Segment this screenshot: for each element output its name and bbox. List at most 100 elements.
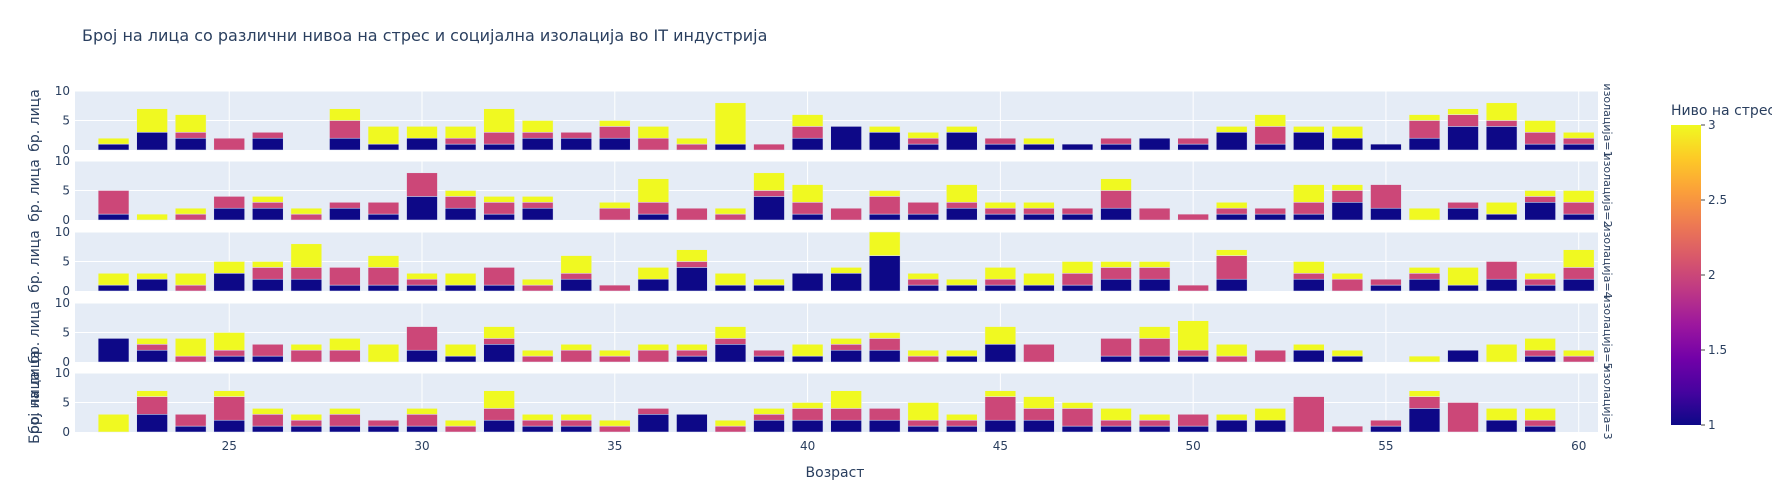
bar-segment	[1061, 284, 1094, 292]
bar-segment	[791, 408, 824, 421]
bar-segment	[1485, 102, 1518, 121]
bar-segment	[1485, 126, 1518, 151]
bar-segment	[830, 349, 862, 363]
y-axis-title: бр. лица	[27, 301, 43, 364]
bar-segment	[984, 396, 1017, 421]
bar-segment	[444, 207, 477, 221]
bar-segment	[522, 202, 554, 209]
bar-segment	[1138, 267, 1171, 280]
bar-segment	[444, 190, 477, 197]
bar-segment	[406, 126, 438, 139]
bar-segment	[1485, 344, 1518, 363]
bar-segment	[1138, 355, 1171, 363]
bar-segment	[984, 344, 1017, 363]
bar-segment	[791, 184, 824, 203]
bar-segment	[444, 196, 477, 209]
colorbar-title: Ниво на стрес	[1671, 103, 1772, 119]
facet-panel: 0 5 10 бр. лица изолација=3	[27, 365, 1614, 439]
y-tick-label: 5	[62, 326, 70, 340]
bar-segment	[1061, 273, 1094, 286]
y-tick-label: 0	[62, 355, 70, 369]
bar-segment	[1216, 213, 1248, 221]
y-tick-label: 10	[55, 84, 70, 98]
bar-segment	[830, 344, 862, 351]
bar-segment	[174, 355, 207, 363]
bar-segment	[1216, 344, 1248, 357]
y-axis-title: бр. лица	[27, 230, 43, 293]
bar-segment	[1370, 419, 1402, 427]
bar-segment	[1023, 419, 1055, 433]
bar-segment	[753, 408, 785, 415]
bar-segment	[290, 419, 323, 427]
bar-segment	[483, 419, 515, 433]
bar-segment	[1023, 202, 1055, 209]
bar-segment	[984, 326, 1017, 345]
bar-segment	[599, 202, 631, 209]
bar-segment	[869, 126, 901, 133]
bar-segment	[290, 207, 323, 215]
colorbar: Ниво на стрес 1 1.5 2 2.5 3	[1671, 103, 1772, 432]
bar-segment	[1331, 184, 1364, 191]
bar-segment	[830, 207, 862, 221]
bar-segment	[637, 278, 670, 292]
bar-segment	[367, 213, 400, 221]
bar-segment	[830, 273, 862, 292]
bar-segment	[136, 349, 168, 363]
bar-segment	[1563, 213, 1595, 221]
bar-segment	[213, 273, 245, 292]
bar-segment	[907, 402, 939, 421]
bar-segment	[406, 414, 438, 427]
bar-segment	[753, 349, 785, 357]
colorbar-gradient	[1671, 125, 1701, 425]
bar-segment	[1524, 190, 1556, 197]
bar-segment	[1100, 355, 1132, 363]
bar-segment	[290, 267, 323, 280]
bar-segment	[1408, 137, 1441, 151]
y-tick-label: 5	[62, 396, 70, 410]
bar-segment	[1100, 143, 1132, 151]
bar-segment	[1447, 207, 1479, 221]
bar-segment	[753, 419, 785, 433]
bar-segment	[1254, 408, 1286, 421]
bar-segment	[753, 278, 785, 286]
bar-segment	[869, 332, 901, 339]
facet-panel: 0 5 10 бр. лица изолација=5	[27, 295, 1614, 369]
bar-segment	[1408, 120, 1441, 139]
bar-segment	[213, 396, 245, 421]
bar-segment	[174, 137, 207, 151]
bar-segment	[483, 390, 515, 409]
bar-segment	[1331, 190, 1364, 203]
bar-segment	[329, 425, 361, 433]
bar-segment	[1216, 414, 1248, 421]
bar-segment	[676, 261, 708, 268]
bar-segment	[946, 202, 978, 209]
bar-segment	[329, 108, 361, 121]
bar-segment	[1524, 284, 1556, 292]
x-tick-label: 60	[1571, 439, 1586, 453]
bar-segment	[1177, 425, 1209, 433]
bar-segment	[522, 120, 554, 133]
bar-segment	[984, 284, 1017, 292]
bar-segment	[1023, 137, 1055, 145]
bar-segment	[174, 425, 207, 433]
bar-segment	[136, 338, 168, 345]
bar-segment	[252, 425, 284, 433]
bar-segment	[483, 196, 515, 203]
bar-segment	[753, 284, 785, 292]
colorbar-tick-label: 2.5	[1708, 193, 1727, 207]
y-axis-title: бр. лица	[27, 89, 43, 152]
bar-segment	[1138, 278, 1171, 292]
bar-segment	[946, 349, 978, 357]
bar-segment	[791, 419, 824, 433]
bar-segment	[907, 273, 939, 280]
bar-segment	[252, 261, 284, 268]
bar-segment	[676, 414, 708, 433]
bar-segment	[753, 143, 785, 151]
bar-segment	[1023, 213, 1055, 221]
y-tick-label: 0	[62, 425, 70, 439]
bar-segment	[946, 278, 978, 286]
bar-segment	[252, 408, 284, 415]
facet-label: изолација=4	[1601, 224, 1614, 298]
bar-segment	[1447, 284, 1479, 292]
